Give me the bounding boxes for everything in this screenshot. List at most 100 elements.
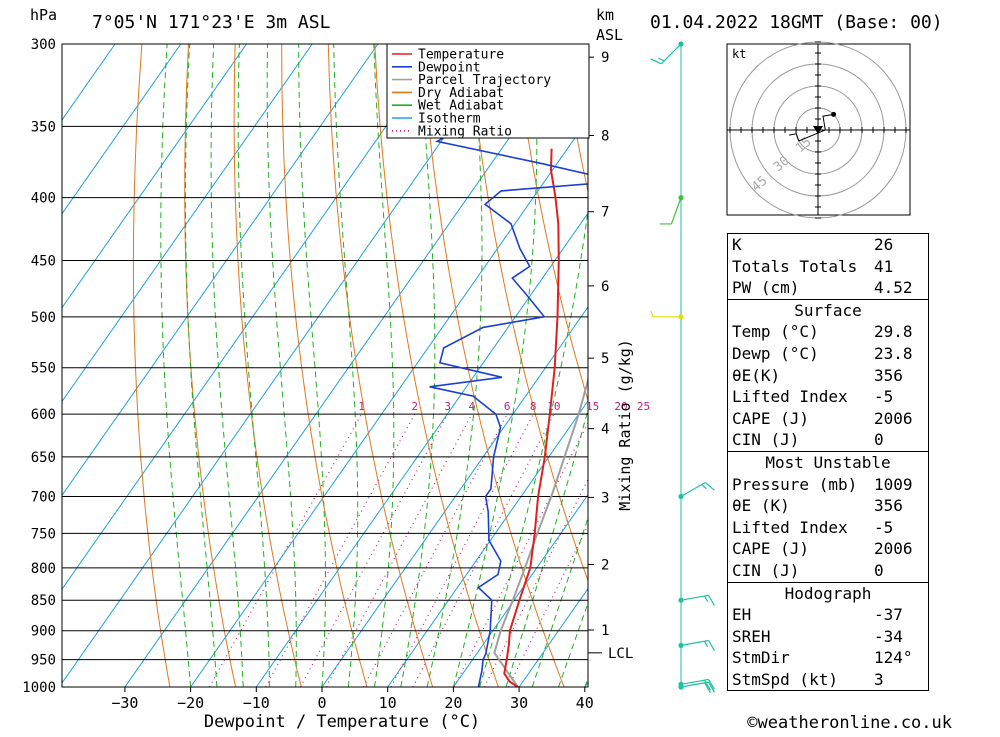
index-value: 356 — [874, 365, 924, 387]
copyright[interactable]: ©weatheronline.co.uk — [747, 713, 952, 733]
index-label: Temp (°C) — [732, 321, 819, 343]
wind-barb — [678, 595, 714, 605]
index-row: Temp (°C) 29.8 — [728, 321, 928, 343]
mixing-ratio-label: 3 — [444, 400, 451, 413]
x-tick-label: −10 — [243, 694, 270, 712]
pressure-tick-label: 550 — [31, 361, 56, 377]
wind-barb — [660, 195, 684, 224]
hodograph-title: Hodograph — [728, 582, 928, 605]
mixing-ratio-label: 4 — [469, 400, 476, 413]
lcl-label: LCL — [608, 646, 633, 662]
mixing-ratio-line — [484, 414, 621, 687]
wet-adiabat-line — [374, 44, 394, 687]
wind-barb — [678, 483, 714, 500]
index-value: -5 — [874, 386, 924, 408]
wet-adiabat-line — [401, 44, 435, 687]
wet-adiabat-line — [334, 44, 358, 687]
pressure-tick-label: 800 — [31, 561, 56, 577]
index-label: CIN (J) — [732, 560, 799, 582]
wind-barb-staff — [681, 483, 705, 497]
index-label: Lifted Index — [732, 517, 848, 539]
wet-adiabat-line — [238, 44, 269, 687]
mixing-ratio-line — [391, 414, 533, 687]
index-row: StmSpd (kt) 3 — [728, 669, 928, 691]
isotherm-line — [0, 44, 115, 687]
mixing-ratio-label: 1 — [358, 400, 365, 413]
wind-barb-staff — [661, 44, 681, 64]
wind-barb-flag — [702, 485, 707, 489]
legend-label: Mixing Ratio — [418, 124, 512, 139]
wind-barb-flag — [705, 596, 708, 602]
isotherm-line — [0, 44, 181, 687]
dry-adiabat-line — [934, 44, 1000, 687]
km-tick-label: 5 — [601, 351, 609, 367]
pressure-tick-label: 750 — [31, 526, 56, 542]
mixing-ratio-axis-label: Mixing Ratio (g/kg) — [616, 339, 634, 511]
isotherm-line — [322, 44, 772, 687]
index-row: Lifted Index-5 — [728, 386, 928, 408]
isotherm-line — [125, 44, 575, 687]
dry-adiabat-line — [421, 44, 564, 687]
index-value: 0 — [874, 429, 924, 451]
index-row: CAPE (J) 2006 — [728, 538, 928, 560]
wind-barb — [651, 311, 684, 320]
index-value: 2006 — [874, 538, 924, 560]
pressure-tick-label: 450 — [31, 254, 56, 270]
index-value: -37 — [874, 604, 924, 626]
index-row: θE (K)356 — [728, 495, 928, 517]
isotherm-line — [0, 44, 444, 687]
x-tick-label: 30 — [510, 694, 528, 712]
wind-barb-staff — [671, 198, 681, 224]
pressure-tick-label: 500 — [31, 310, 56, 326]
index-label: SREH — [732, 626, 771, 648]
hodograph-unit: kt — [732, 47, 746, 61]
index-label: Dewp (°C) — [732, 343, 819, 365]
km-tick-label: 2 — [601, 557, 609, 573]
index-row: PW (cm)4.52 — [728, 277, 928, 299]
mixing-ratio-line — [454, 414, 592, 687]
km-tick-label: 9 — [601, 50, 609, 66]
wind-barb-flag — [709, 595, 715, 605]
wind-barb-flag — [705, 483, 714, 491]
wet-adiabat-line — [480, 44, 601, 687]
index-value: 29.8 — [874, 321, 924, 343]
dry-adiabat-line — [328, 44, 432, 687]
pressure-tick-label: 300 — [31, 37, 56, 53]
mixing-ratio-label: 10 — [547, 400, 560, 413]
x-axis-label: Dewpoint / Temperature (°C) — [204, 712, 480, 732]
index-value: 1009 — [874, 474, 924, 496]
index-value: -34 — [874, 626, 924, 648]
index-value: 26 — [874, 234, 924, 256]
mixing-ratio-label: 15 — [586, 400, 599, 413]
surface-title: Surface — [728, 299, 928, 322]
index-label: Pressure (mb) — [732, 474, 857, 496]
index-label: CAPE (J) — [732, 408, 809, 430]
index-value: 124° — [874, 647, 924, 669]
index-value: 3 — [874, 669, 924, 691]
pressure-tick-label: 650 — [31, 450, 56, 466]
index-value: -5 — [874, 517, 924, 539]
wind-barb-staff — [681, 595, 709, 600]
pressure-tick-label: 850 — [31, 593, 56, 609]
dry-adiabat-line — [980, 44, 1000, 687]
pressure-tick-label: 700 — [31, 490, 56, 506]
x-tick-label: 20 — [444, 694, 462, 712]
index-row: Lifted Index -5 — [728, 517, 928, 539]
isotherm-line — [59, 44, 509, 687]
pressure-tick-label: 950 — [31, 653, 56, 669]
index-label: CIN (J) — [732, 429, 799, 451]
index-label: StmSpd (kt) — [732, 669, 838, 691]
index-label: θE (K) — [732, 495, 790, 517]
km-tick-label: 7 — [601, 205, 609, 221]
mixing-ratio-label: 8 — [530, 400, 537, 413]
index-label: CAPE (J) — [732, 538, 809, 560]
km-tick-label: 3 — [601, 490, 609, 506]
hodograph-point — [831, 112, 836, 117]
wind-barb-flag — [658, 58, 664, 61]
km-tick-label: 1 — [601, 623, 609, 639]
wind-barb — [678, 641, 714, 651]
isotherm-line — [0, 44, 378, 687]
mixing-ratio-line — [300, 414, 447, 687]
